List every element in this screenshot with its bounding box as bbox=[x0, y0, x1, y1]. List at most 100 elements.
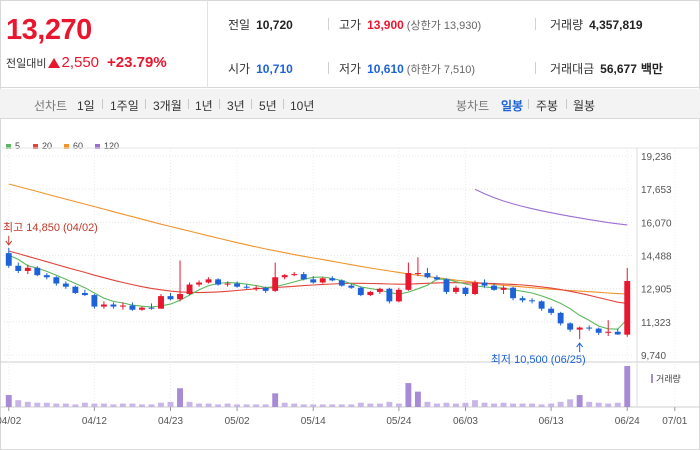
candle-body bbox=[433, 277, 440, 280]
x-tick-label: 06/03 bbox=[453, 416, 478, 427]
volume-bar bbox=[272, 393, 279, 407]
volume-bar bbox=[234, 404, 241, 407]
volume-bar bbox=[215, 404, 222, 407]
period-5years[interactable]: 5년 bbox=[259, 99, 277, 113]
x-tick-label: 05/02 bbox=[225, 416, 250, 427]
volume-bar bbox=[81, 402, 88, 407]
volume-bar bbox=[529, 403, 536, 407]
candle-body bbox=[548, 308, 555, 313]
volume-bar bbox=[557, 401, 564, 407]
candle-body bbox=[319, 278, 326, 283]
volume-bar bbox=[586, 401, 593, 407]
volume-bar bbox=[62, 403, 69, 407]
candle-body bbox=[443, 279, 450, 292]
volume-bar bbox=[262, 404, 269, 407]
volume-bar bbox=[462, 402, 469, 407]
candle-body bbox=[177, 294, 183, 300]
period-1year[interactable]: 1년 bbox=[195, 99, 213, 113]
price-box: 13,270 전일대비 2,550 +23.79% bbox=[0, 0, 208, 88]
candle-body bbox=[586, 327, 593, 329]
volume-bar bbox=[510, 403, 517, 407]
low-price: 저가 10,610 (하한가 7,510) bbox=[339, 60, 475, 77]
volume-bar bbox=[500, 402, 507, 407]
divider bbox=[528, 99, 529, 109]
volume-bar bbox=[100, 403, 107, 407]
candle-body bbox=[148, 307, 155, 309]
volume-bar bbox=[186, 401, 193, 407]
candle-body bbox=[348, 285, 355, 288]
divider bbox=[251, 99, 252, 109]
divider bbox=[102, 99, 103, 109]
y-tick-label: 16,070 bbox=[641, 218, 672, 229]
volume-bar bbox=[567, 399, 574, 407]
candle-body bbox=[272, 277, 279, 291]
volume-bar bbox=[605, 403, 612, 407]
change-percent: +23.79% bbox=[107, 54, 167, 71]
candle-body bbox=[110, 304, 117, 307]
prev-close: 전일 10,720 bbox=[228, 16, 293, 33]
open-value: 10,710 bbox=[256, 62, 293, 76]
volume-bar bbox=[405, 383, 412, 407]
change-label: 전일대비 bbox=[6, 57, 47, 70]
period-3months[interactable]: 3개월 bbox=[153, 99, 182, 113]
candle-daily[interactable]: 일봉 bbox=[501, 99, 524, 113]
legend-ma120: 120 bbox=[95, 141, 119, 151]
candle-body bbox=[414, 273, 421, 275]
x-tick-label: 05/24 bbox=[386, 416, 411, 427]
candle-body bbox=[262, 287, 269, 291]
volume-bar bbox=[253, 404, 260, 407]
change-row: 전일대비 2,550 +23.79% bbox=[6, 54, 167, 71]
volume: 거래량 4,357,819 bbox=[550, 16, 643, 33]
candle-body bbox=[129, 305, 136, 310]
y-tick-label: 19,236 bbox=[641, 152, 672, 163]
volume-bar bbox=[443, 402, 450, 407]
candle-body bbox=[243, 286, 250, 288]
volume-bar bbox=[453, 403, 459, 407]
x-tick-label: 04/23 bbox=[158, 416, 183, 427]
period-1day[interactable]: 1일 bbox=[77, 99, 95, 113]
volume-bar bbox=[395, 403, 402, 407]
y-tick-label: 9,740 bbox=[641, 351, 666, 362]
volume-legend-swatch bbox=[651, 374, 653, 383]
volume-bar bbox=[357, 402, 364, 407]
amount-unit: 백만 bbox=[640, 62, 663, 76]
period-3years[interactable]: 3년 bbox=[227, 99, 245, 113]
candle-body bbox=[357, 287, 364, 296]
x-tick-label: 05/14 bbox=[301, 416, 326, 427]
amount-value: 56,677 bbox=[600, 62, 637, 76]
candle-body bbox=[376, 288, 383, 292]
divider bbox=[566, 99, 567, 109]
candle-body bbox=[100, 304, 107, 307]
volume-bar bbox=[139, 404, 145, 407]
candle-body bbox=[62, 283, 69, 287]
candle-weekly[interactable]: 주봉 bbox=[536, 99, 559, 113]
candle-monthly[interactable]: 월봉 bbox=[573, 99, 596, 113]
min-arrow-head bbox=[576, 342, 584, 348]
max-arrow-head bbox=[5, 240, 13, 246]
y-tick-label: 12,905 bbox=[641, 285, 672, 296]
period-10years[interactable]: 10년 bbox=[290, 99, 315, 113]
candle-body bbox=[139, 307, 145, 310]
volume-bar bbox=[310, 404, 317, 407]
divider bbox=[535, 62, 536, 74]
legend-ma60: 60 bbox=[64, 141, 83, 151]
divider bbox=[328, 62, 329, 74]
lower-limit: (하한가 7,510) bbox=[406, 64, 476, 76]
period-1week[interactable]: 1주일 bbox=[110, 99, 139, 113]
volume-bar bbox=[376, 403, 383, 407]
quote-summary: 13,270 전일대비 2,550 +23.79% 전일 10,720 고가 1… bbox=[0, 0, 700, 88]
volume-bar bbox=[472, 400, 478, 407]
ma20-line bbox=[8, 250, 628, 304]
candle-body bbox=[367, 291, 374, 296]
candle-body bbox=[624, 281, 631, 335]
volume-bar bbox=[119, 403, 126, 407]
volume-bar bbox=[72, 404, 79, 407]
candle-body bbox=[224, 283, 231, 285]
volume-bar bbox=[110, 404, 117, 407]
x-tick-label: 07/01 bbox=[662, 416, 687, 427]
prev-close-value: 10,720 bbox=[256, 18, 293, 32]
volume-bar bbox=[300, 404, 307, 407]
legend-swatch bbox=[95, 143, 100, 149]
candle-body bbox=[576, 327, 583, 330]
